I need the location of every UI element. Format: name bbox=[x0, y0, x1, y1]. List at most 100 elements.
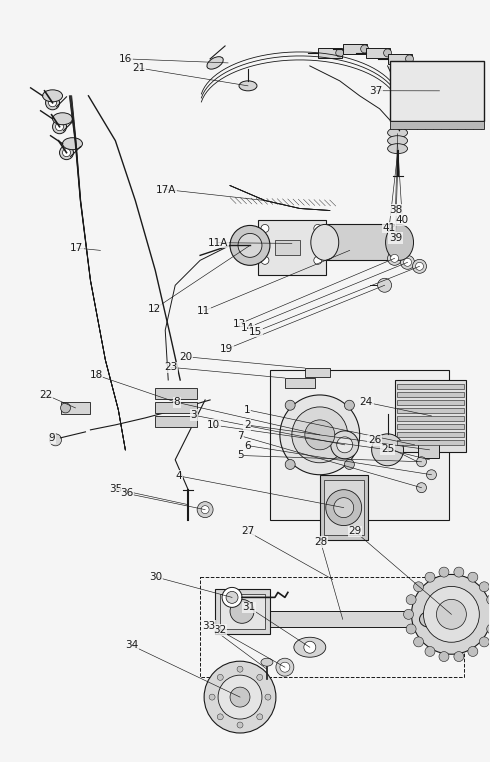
Ellipse shape bbox=[43, 90, 63, 102]
Circle shape bbox=[400, 255, 415, 269]
Circle shape bbox=[292, 407, 348, 463]
Text: 35: 35 bbox=[109, 484, 122, 494]
Text: 29: 29 bbox=[348, 527, 362, 536]
Text: 18: 18 bbox=[89, 370, 102, 380]
Circle shape bbox=[336, 49, 343, 57]
Bar bbox=[275, 240, 300, 255]
Circle shape bbox=[257, 714, 263, 720]
Circle shape bbox=[222, 588, 242, 607]
Text: 3: 3 bbox=[191, 410, 197, 420]
Text: 13: 13 bbox=[233, 319, 246, 329]
Circle shape bbox=[416, 482, 426, 493]
Bar bbox=[390, 120, 484, 129]
Ellipse shape bbox=[239, 81, 257, 91]
Circle shape bbox=[384, 49, 392, 57]
Circle shape bbox=[423, 587, 479, 642]
Circle shape bbox=[314, 256, 322, 264]
Text: 26: 26 bbox=[368, 435, 381, 445]
Bar bbox=[324, 480, 364, 535]
Bar bbox=[396, 408, 465, 413]
Circle shape bbox=[261, 256, 269, 264]
Text: 17: 17 bbox=[70, 243, 83, 253]
Bar bbox=[220, 594, 265, 629]
Circle shape bbox=[404, 258, 412, 267]
Text: 32: 32 bbox=[213, 626, 226, 636]
Circle shape bbox=[406, 55, 414, 63]
Text: 33: 33 bbox=[202, 621, 215, 631]
Circle shape bbox=[334, 498, 354, 517]
Ellipse shape bbox=[311, 225, 339, 261]
Circle shape bbox=[63, 149, 71, 157]
Bar bbox=[396, 440, 465, 445]
Circle shape bbox=[406, 594, 416, 605]
Bar bbox=[343, 44, 367, 54]
Bar bbox=[155, 388, 197, 399]
Circle shape bbox=[412, 575, 490, 655]
Text: 37: 37 bbox=[369, 86, 383, 96]
Text: 31: 31 bbox=[242, 603, 255, 613]
Circle shape bbox=[331, 431, 359, 459]
Text: 34: 34 bbox=[125, 640, 138, 651]
Circle shape bbox=[217, 714, 223, 720]
Circle shape bbox=[49, 99, 56, 107]
Text: 22: 22 bbox=[39, 389, 52, 400]
Circle shape bbox=[237, 666, 243, 672]
Text: 15: 15 bbox=[249, 327, 262, 337]
Circle shape bbox=[416, 456, 426, 467]
Text: 2: 2 bbox=[244, 420, 251, 430]
Text: 21: 21 bbox=[132, 63, 145, 73]
Circle shape bbox=[226, 591, 238, 604]
Text: 5: 5 bbox=[237, 450, 244, 460]
Ellipse shape bbox=[63, 138, 82, 149]
Circle shape bbox=[416, 262, 423, 271]
Bar bbox=[396, 432, 465, 437]
Circle shape bbox=[487, 594, 490, 605]
Circle shape bbox=[468, 646, 478, 656]
Ellipse shape bbox=[388, 144, 408, 154]
Text: 1: 1 bbox=[244, 405, 251, 415]
Bar bbox=[155, 416, 197, 427]
Bar bbox=[200, 578, 465, 677]
Circle shape bbox=[404, 610, 414, 620]
Circle shape bbox=[414, 582, 423, 592]
Circle shape bbox=[218, 675, 262, 719]
Circle shape bbox=[487, 624, 490, 634]
Bar bbox=[318, 48, 342, 58]
Circle shape bbox=[425, 646, 435, 656]
Circle shape bbox=[406, 624, 416, 634]
Bar bbox=[270, 370, 449, 520]
Circle shape bbox=[422, 453, 437, 467]
Ellipse shape bbox=[207, 56, 223, 69]
Text: 11A: 11A bbox=[208, 238, 228, 248]
Circle shape bbox=[413, 259, 426, 274]
Circle shape bbox=[217, 674, 223, 680]
Circle shape bbox=[337, 437, 353, 453]
Circle shape bbox=[468, 572, 478, 582]
Text: 10: 10 bbox=[207, 420, 220, 430]
Circle shape bbox=[52, 120, 67, 133]
Circle shape bbox=[388, 251, 401, 265]
Circle shape bbox=[280, 395, 360, 475]
Circle shape bbox=[237, 722, 243, 728]
Bar bbox=[396, 424, 465, 429]
Circle shape bbox=[454, 567, 464, 577]
Circle shape bbox=[425, 572, 435, 582]
Circle shape bbox=[209, 694, 215, 700]
Circle shape bbox=[285, 459, 295, 469]
Ellipse shape bbox=[52, 113, 73, 125]
Circle shape bbox=[426, 469, 437, 480]
Text: 6: 6 bbox=[244, 440, 251, 450]
Text: 12: 12 bbox=[148, 304, 161, 314]
Circle shape bbox=[344, 459, 354, 469]
Circle shape bbox=[285, 400, 295, 410]
Circle shape bbox=[230, 600, 254, 623]
Circle shape bbox=[61, 403, 71, 413]
Circle shape bbox=[201, 506, 209, 514]
Text: 20: 20 bbox=[179, 352, 192, 362]
Bar bbox=[396, 416, 465, 421]
Circle shape bbox=[411, 455, 424, 469]
Bar bbox=[390, 61, 484, 120]
Text: 23: 23 bbox=[164, 362, 177, 373]
Text: 36: 36 bbox=[120, 488, 133, 498]
Circle shape bbox=[238, 233, 262, 258]
